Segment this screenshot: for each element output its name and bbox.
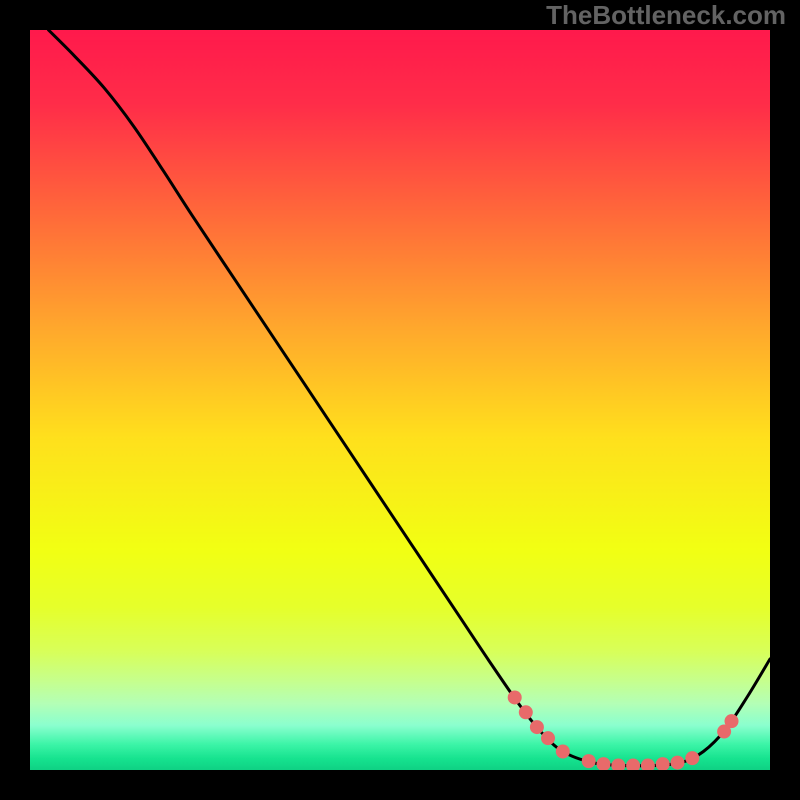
plot-area bbox=[30, 30, 770, 770]
plot-svg bbox=[30, 30, 770, 770]
curve-marker bbox=[597, 757, 611, 770]
chart-container: TheBottleneck.com bbox=[0, 0, 800, 800]
curve-marker bbox=[519, 705, 533, 719]
curve-marker bbox=[671, 756, 685, 770]
marker-group bbox=[508, 690, 739, 770]
curve-marker bbox=[530, 720, 544, 734]
curve-marker bbox=[611, 759, 625, 770]
curve-marker bbox=[656, 757, 670, 770]
curve-marker bbox=[626, 759, 640, 770]
watermark-text: TheBottleneck.com bbox=[546, 0, 786, 31]
bottleneck-curve bbox=[49, 30, 771, 766]
curve-marker bbox=[508, 690, 522, 704]
curve-marker bbox=[685, 751, 699, 765]
curve-marker bbox=[582, 754, 596, 768]
curve-marker bbox=[541, 731, 555, 745]
curve-marker bbox=[725, 714, 739, 728]
curve-marker bbox=[556, 745, 570, 759]
curve-marker bbox=[641, 759, 655, 770]
